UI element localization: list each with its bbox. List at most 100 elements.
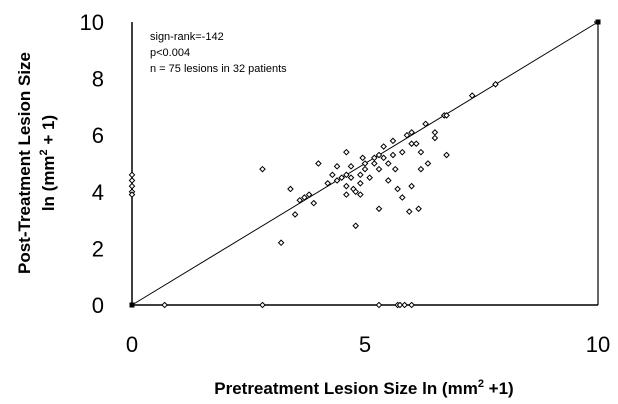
data-point <box>431 134 439 142</box>
data-points <box>128 80 499 309</box>
data-point <box>371 154 378 162</box>
data-point <box>128 182 136 190</box>
x-tick-label-5: 5 <box>359 332 371 357</box>
data-point <box>405 208 413 215</box>
data-point <box>357 191 364 198</box>
data-point <box>296 196 304 204</box>
filled-markers <box>129 19 601 308</box>
y-tick-label-0: 0 <box>92 293 104 318</box>
data-point <box>366 174 373 181</box>
x-axis-title-superscript: 2 <box>478 378 484 390</box>
data-point <box>315 160 322 167</box>
data-point <box>401 301 408 309</box>
data-point <box>277 239 285 247</box>
data-point <box>375 205 383 213</box>
data-point <box>424 160 432 167</box>
data-point <box>357 171 364 179</box>
y-axis-title-line2: ln (mm2 + 1) <box>38 115 58 211</box>
filled-marker <box>595 19 601 25</box>
data-point <box>403 131 411 139</box>
y-axis-title: Post-Treatment Lesion Size ln (mm2 + 1) <box>15 52 58 274</box>
y-tick-label-2: 2 <box>92 236 104 261</box>
annotation-p-value: p<0.004 <box>150 47 190 59</box>
x-axis-title-tail: +1) <box>484 379 514 398</box>
data-point <box>259 301 266 309</box>
data-point <box>305 191 313 198</box>
data-point <box>287 185 294 193</box>
data-point <box>375 151 383 159</box>
data-point <box>359 154 366 162</box>
data-point <box>492 80 499 88</box>
data-point <box>394 185 401 193</box>
data-point <box>398 194 406 201</box>
y-tick-label-8: 8 <box>92 67 104 92</box>
annotation-sign-rank: sign-rank=-142 <box>150 31 224 43</box>
x-axis-title: Pretreatment Lesion Size ln (mm2 +1) <box>214 378 513 398</box>
data-point <box>371 160 378 167</box>
data-point <box>310 199 318 207</box>
y-tick-labels: 0 2 4 6 8 10 <box>80 10 104 318</box>
data-point <box>357 180 364 187</box>
data-point <box>333 163 341 170</box>
data-point <box>128 177 136 184</box>
data-point <box>329 171 336 179</box>
filled-marker <box>129 302 135 308</box>
data-point <box>343 191 350 198</box>
y-axis-title-superscript: 2 <box>38 149 50 155</box>
data-point <box>347 163 355 170</box>
data-point <box>396 301 404 309</box>
x-tick-label-10: 10 <box>586 332 610 357</box>
y-tick-label-10: 10 <box>80 10 104 35</box>
data-point <box>408 182 415 190</box>
data-point <box>128 171 136 179</box>
data-point <box>347 174 355 181</box>
data-point <box>415 205 422 213</box>
data-point <box>408 140 415 147</box>
data-point <box>443 151 450 159</box>
data-point <box>161 301 168 309</box>
data-point <box>324 180 332 187</box>
data-point <box>408 301 415 309</box>
data-point <box>361 165 369 173</box>
plot-area: 0 2 4 6 8 10 0 5 10 <box>80 10 611 357</box>
y-tick-label-6: 6 <box>92 123 104 148</box>
x-axis-title-main: Pretreatment Lesion Size ln (mm <box>214 379 478 398</box>
data-point <box>361 160 369 167</box>
data-point <box>291 211 299 218</box>
data-point <box>431 129 439 136</box>
x-tick-labels: 0 5 10 <box>126 332 610 357</box>
y-axis-title-line2-tail: + 1) <box>39 115 58 150</box>
data-point <box>343 182 350 190</box>
data-point <box>468 92 476 99</box>
data-point <box>391 165 399 173</box>
data-point <box>259 165 266 173</box>
data-point <box>384 160 392 167</box>
data-point <box>398 148 406 156</box>
data-point <box>417 148 425 156</box>
data-point <box>380 143 387 150</box>
data-point <box>417 165 425 173</box>
data-point <box>352 222 359 230</box>
data-point <box>412 140 420 147</box>
y-axis-title-line1: Post-Treatment Lesion Size <box>15 52 34 274</box>
data-point <box>384 177 392 184</box>
x-tick-label-0: 0 <box>126 332 138 357</box>
data-point <box>389 151 397 159</box>
y-axis-title-line2-main: ln (mm <box>39 155 58 211</box>
data-point <box>128 191 136 198</box>
data-point <box>343 148 350 156</box>
data-point <box>333 177 341 184</box>
data-point <box>301 194 308 201</box>
data-point <box>375 301 383 309</box>
annotation-sample-size: n = 75 lesions in 32 patients <box>150 63 287 75</box>
data-point <box>408 129 415 136</box>
data-point <box>389 137 397 145</box>
y-tick-label-4: 4 <box>92 180 104 205</box>
data-point <box>375 165 383 173</box>
data-point <box>352 188 359 196</box>
data-point <box>343 171 350 179</box>
stats-annotations: sign-rank=-142 p<0.004 n = 75 lesions in… <box>150 31 287 75</box>
data-point <box>338 174 346 181</box>
data-point <box>422 120 429 128</box>
